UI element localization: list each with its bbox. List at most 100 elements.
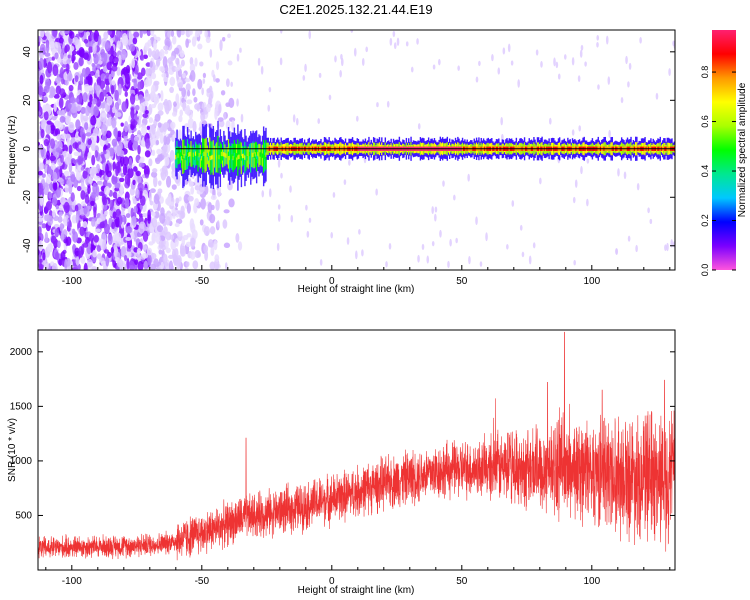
noise-speckle	[417, 254, 420, 263]
noise-speckle	[205, 36, 211, 44]
noise-speckle	[165, 216, 171, 226]
noise-speckle	[82, 92, 88, 103]
noise-speckle	[107, 30, 112, 36]
noise-speckle	[98, 34, 102, 46]
signal-peak	[218, 154, 220, 160]
noise-speckle	[116, 196, 123, 205]
noise-speckle	[196, 104, 201, 112]
noise-speckle	[133, 77, 138, 90]
noise-speckle	[308, 30, 312, 40]
noise-speckle	[191, 36, 197, 47]
noise-speckle	[121, 132, 127, 137]
noise-speckle	[66, 137, 71, 147]
noise-speckle	[157, 188, 163, 194]
noise-speckle	[142, 230, 149, 242]
noise-speckle	[175, 93, 180, 104]
noise-speckle	[80, 200, 87, 207]
noise-speckle	[114, 89, 119, 102]
noise-speckle	[72, 142, 79, 149]
noise-speckle	[156, 225, 164, 233]
noise-speckle	[63, 170, 70, 177]
noise-speckle	[42, 252, 46, 261]
signal-peak	[193, 155, 196, 160]
noise-speckle	[82, 170, 88, 179]
noise-speckle	[155, 58, 161, 67]
y-tick-label: -40	[22, 238, 33, 253]
noise-speckle	[138, 117, 142, 129]
signal-peak	[264, 154, 266, 160]
signal-peak	[255, 154, 258, 160]
noise-speckle	[202, 72, 207, 79]
noise-speckle	[168, 260, 174, 270]
noise-speckle	[52, 64, 59, 77]
noise-speckle	[115, 232, 122, 242]
noise-speckle	[172, 208, 176, 220]
signal-peak	[195, 151, 197, 156]
noise-speckle	[38, 111, 41, 116]
signal-peak	[238, 154, 240, 159]
noise-speckle	[455, 237, 458, 244]
signal-peak	[204, 153, 206, 158]
noise-speckle	[209, 48, 213, 58]
x-tick-label: 0	[329, 276, 335, 287]
noise-speckle	[188, 30, 193, 36]
noise-speckle	[62, 144, 69, 154]
signal-peak	[202, 153, 204, 158]
noise-speckle	[71, 216, 77, 224]
noise-speckle	[51, 56, 55, 61]
noise-speckle	[350, 30, 354, 33]
noise-speckle	[72, 231, 79, 243]
noise-speckle	[111, 64, 118, 72]
noise-speckle	[140, 55, 145, 61]
signal-peak	[231, 154, 233, 159]
noise-speckle	[66, 63, 70, 75]
noise-speckle	[38, 182, 44, 195]
noise-speckle	[162, 56, 168, 68]
noise-speckle	[194, 198, 200, 207]
noise-speckle	[159, 66, 165, 72]
noise-speckle	[121, 35, 129, 46]
noise-speckle	[60, 51, 64, 60]
noise-speckle	[220, 90, 226, 96]
noise-speckle	[116, 40, 121, 49]
noise-speckle	[159, 133, 165, 144]
noise-speckle	[53, 102, 57, 112]
noise-speckle	[365, 46, 368, 53]
noise-speckle	[115, 166, 119, 177]
noise-speckle	[105, 163, 109, 176]
noise-speckle	[39, 258, 43, 263]
noise-speckle	[96, 63, 101, 70]
noise-speckle	[174, 238, 179, 247]
noise-speckle	[161, 165, 168, 174]
signal-peak	[199, 154, 202, 159]
noise-speckle	[40, 119, 46, 129]
noise-speckle	[80, 106, 87, 115]
noise-speckle	[111, 117, 117, 129]
noise-speckle	[213, 239, 218, 251]
noise-speckle	[163, 45, 169, 51]
noise-speckle	[128, 260, 135, 270]
noise-speckle	[43, 58, 47, 69]
noise-speckle	[94, 150, 99, 159]
noise-speckle	[649, 218, 653, 224]
noise-speckle	[38, 226, 42, 236]
noise-speckle	[64, 45, 68, 54]
noise-speckle	[170, 55, 175, 62]
noise-speckle	[106, 251, 112, 259]
noise-speckle	[114, 109, 119, 120]
noise-speckle	[82, 115, 89, 122]
noise-speckle	[666, 242, 669, 252]
noise-speckle	[164, 156, 170, 167]
noise-speckle	[376, 102, 379, 108]
noise-speckle	[133, 205, 138, 214]
noise-speckle	[152, 168, 158, 173]
noise-speckle	[96, 119, 101, 129]
noise-speckle	[236, 98, 239, 107]
noise-speckle	[94, 228, 101, 233]
spectrogram-y-label: Frequency (Hz)	[7, 116, 18, 185]
noise-speckle	[267, 104, 271, 112]
noise-speckle	[557, 73, 561, 80]
noise-speckle	[54, 228, 60, 238]
noise-speckle	[268, 188, 272, 198]
